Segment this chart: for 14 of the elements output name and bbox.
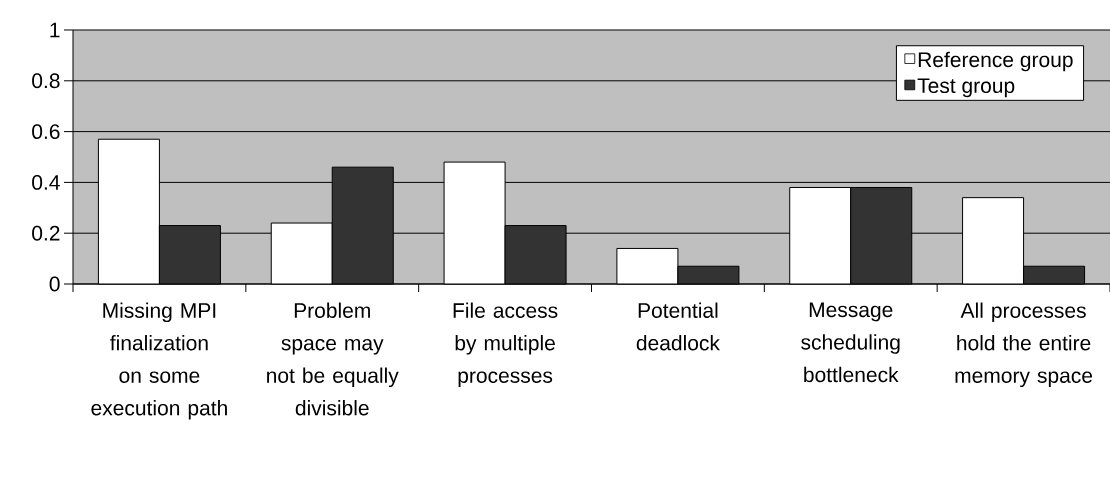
x-tick-label: Potential deadlock [636, 302, 720, 351]
legend-label: Reference group [918, 51, 1073, 72]
y-tick-label: 0.6 [32, 124, 60, 140]
x-tick-label: Missing MPI finalization on some execution path [91, 302, 227, 420]
legend-label: Test group [917, 78, 1015, 98]
x-tick-label: Message scheduling bottleneck [801, 302, 900, 383]
x-tick-label: File access by multiple processes [453, 302, 558, 388]
y-tick-label: 0.4 [32, 174, 60, 190]
x-tick-label: All processes hold the entire memory space [955, 302, 1093, 388]
y-tick-label: 0.8 [32, 73, 60, 89]
y-tick-label: 0 [49, 276, 60, 292]
y-tick-label: 1 [50, 22, 60, 38]
x-tick-label: Problem space may not be equally divisible [267, 302, 399, 416]
y-tick-label: 0.2 [32, 225, 60, 241]
